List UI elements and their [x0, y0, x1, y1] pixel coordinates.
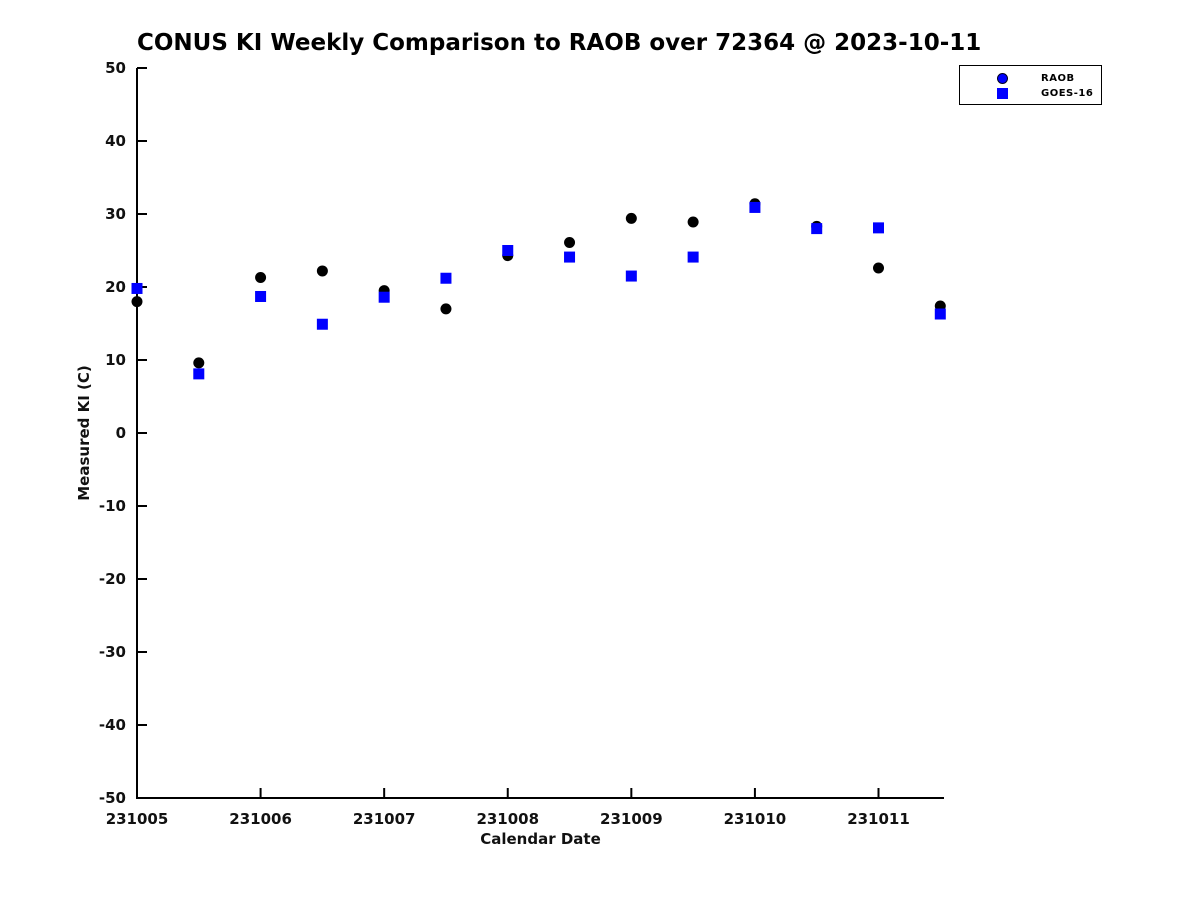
raob-point	[193, 357, 205, 369]
x-tick-label: 231008	[476, 810, 539, 828]
y-tick-label: -10	[99, 497, 126, 515]
raob-point	[687, 216, 699, 228]
goes-16-point	[440, 272, 452, 284]
goes-16-point	[131, 282, 143, 294]
goes-16-point	[625, 270, 637, 282]
x-tick-label: 231010	[724, 810, 787, 828]
y-tick-label: 20	[105, 278, 126, 296]
raob-point	[131, 296, 143, 308]
raob-point	[873, 262, 885, 274]
raob-point	[625, 212, 637, 224]
goes-16-point	[811, 223, 823, 235]
goes-16-point	[934, 308, 946, 320]
y-tick-label: 50	[105, 59, 126, 77]
goes-16-point	[873, 222, 885, 234]
y-tick-label: -50	[99, 789, 126, 807]
raob-point	[255, 272, 267, 284]
y-tick-label: -20	[99, 570, 126, 588]
y-tick-label: 40	[105, 132, 126, 150]
goes-16-point	[316, 318, 328, 330]
raob-point	[316, 265, 328, 277]
x-tick-label: 231011	[847, 810, 910, 828]
y-tick-label: 30	[105, 205, 126, 223]
legend-entry-goes-16: GOES-16	[960, 86, 1101, 101]
legend-entry-raob: RAOB	[960, 71, 1101, 86]
x-tick-label: 231007	[353, 810, 416, 828]
y-tick-label: -30	[99, 643, 126, 661]
y-tick-label: 0	[116, 424, 126, 442]
chart-title: CONUS KI Weekly Comparison to RAOB over …	[137, 30, 982, 56]
y-tick-label: 10	[105, 351, 126, 369]
legend-label: RAOB	[1041, 73, 1075, 84]
x-tick-label: 231009	[600, 810, 663, 828]
x-tick-label: 231005	[106, 810, 169, 828]
goes-16-point	[193, 368, 205, 380]
raob-point	[564, 236, 576, 248]
goes-16-point	[564, 251, 576, 263]
goes-16-point	[378, 291, 390, 303]
raob-point	[440, 303, 452, 315]
legend-label: GOES-16	[1041, 88, 1094, 99]
goes-16-point	[687, 251, 699, 263]
legend: RAOB GOES-16	[959, 65, 1102, 105]
goes-16-legend-marker-icon	[997, 88, 1008, 99]
goes-16-point	[502, 245, 514, 256]
goes-16-point	[255, 290, 267, 302]
y-axis-label: Measured KI (C)	[75, 365, 93, 501]
goes-16-point	[749, 201, 761, 213]
y-tick-label: -40	[99, 716, 126, 734]
x-axis-label: Calendar Date	[480, 830, 601, 848]
x-tick-label: 231006	[229, 810, 292, 828]
raob-legend-marker-icon	[997, 73, 1008, 84]
